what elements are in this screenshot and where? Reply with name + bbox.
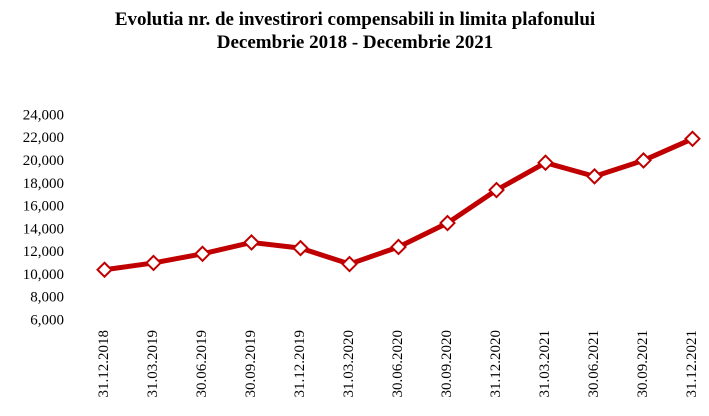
marker — [292, 239, 309, 257]
x-tick-label: 30.09.2019 — [243, 330, 259, 398]
x-tick-label: 31.03.2021 — [537, 330, 553, 398]
marker — [684, 130, 701, 148]
y-tick-label: 12,000 — [23, 244, 64, 260]
x-tick-label: 30.06.2020 — [390, 330, 406, 398]
marker — [586, 167, 603, 185]
y-tick-label: 22,000 — [23, 130, 64, 146]
x-tick-label: 30.09.2021 — [635, 330, 651, 398]
y-tick-label: 18,000 — [23, 176, 64, 192]
x-tick-label: 31.12.2019 — [292, 330, 308, 398]
marker — [439, 214, 456, 232]
chart-subtitle: Decembrie 2018 - Decembrie 2021 — [216, 32, 494, 53]
y-tick-label: 14,000 — [23, 221, 64, 237]
x-tick-label: 31.12.2018 — [96, 330, 112, 398]
y-tick-label: 16,000 — [23, 199, 64, 215]
y-tick-label: 8,000 — [30, 290, 64, 306]
marker — [537, 154, 554, 172]
marker — [145, 254, 162, 272]
x-tick-label: 31.12.2020 — [488, 330, 504, 398]
x-tick-label: 30.06.2021 — [586, 330, 602, 398]
y-tick-label: 24,000 — [23, 107, 64, 123]
x-tick-label: 31.03.2019 — [145, 330, 161, 398]
marker — [635, 152, 652, 169]
y-tick-label: 6,000 — [30, 312, 64, 328]
x-tick-label: 31.12.2021 — [684, 330, 700, 398]
y-tick-label: 20,000 — [23, 153, 64, 169]
x-tick-label: 31.03.2020 — [341, 330, 357, 398]
marker — [488, 181, 505, 199]
y-tick-label: 10,000 — [23, 267, 64, 283]
marker — [194, 245, 211, 263]
marker — [96, 261, 113, 279]
chart-title: Evolutia nr. de investirori compensabili… — [114, 9, 596, 30]
marker — [243, 234, 260, 251]
x-tick-label: 30.06.2019 — [194, 330, 210, 398]
x-tick-label: 30.09.2020 — [439, 330, 455, 398]
marker — [341, 255, 358, 273]
marker — [390, 238, 407, 256]
titles: Evolutia nr. de investirori compensabili… — [100, 8, 610, 54]
